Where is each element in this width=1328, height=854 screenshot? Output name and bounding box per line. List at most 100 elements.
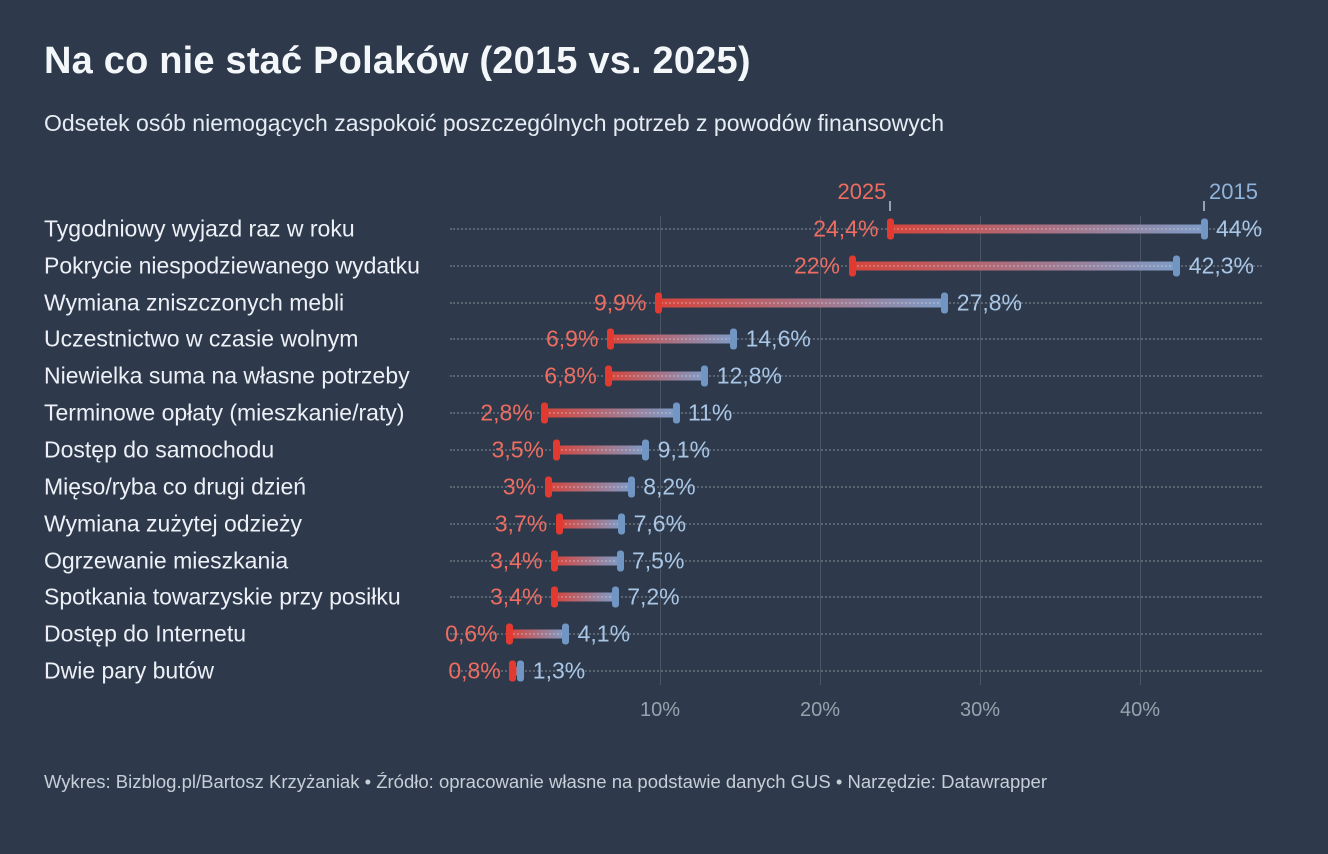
dumbbell-bar [608, 371, 705, 381]
legend-tick-2025 [889, 201, 892, 211]
value-label-2015: 7,2% [627, 583, 680, 610]
bar-cap-2025 [506, 623, 514, 645]
value-label-2025: 2,8% [480, 399, 533, 426]
bar-cap-2015 [1173, 255, 1181, 277]
category-label: Niewielka suma na własne potrzeby [44, 362, 410, 389]
bar-cap-2025 [654, 292, 662, 314]
value-label-2015: 9,1% [657, 436, 711, 463]
bar-cap-2015 [730, 328, 738, 350]
dumbbell-bar [544, 408, 676, 418]
row-guide-dotted-line [450, 412, 1262, 415]
chart-row: Niewielka suma na własne potrzeby 6,8% 12,… [0, 358, 1328, 395]
dumbbell-bar [852, 261, 1177, 271]
bar-cap-2015 [611, 586, 619, 608]
chart-row: Ogrzewanie mieszkania 3,4% 7,5% [0, 542, 1328, 579]
chart-row: Tygodniowy wyjazd raz w roku 24,4% 44% [0, 211, 1328, 248]
dumbbell-bar [890, 224, 1204, 234]
bar-cap-2015 [701, 365, 709, 387]
value-label-2015: 14,6% [745, 325, 811, 352]
legend-label-2015: 2015 [1209, 179, 1258, 204]
value-label-2015: 27,8% [956, 289, 1023, 316]
x-axis-tick-label: 20% [799, 699, 841, 721]
category-label: Mięso/ryba co drugi dzień [44, 473, 307, 500]
dumbbell-chart: 10% 20% 30% 40% 2025 2015 Tygodniowy wyjazd ra… [0, 175, 1328, 735]
x-axis-tick-label: 10% [639, 699, 681, 721]
x-gridline [819, 216, 821, 685]
value-label-2025: 6,9% [545, 325, 599, 352]
bar-cap-2025 [541, 402, 549, 424]
row-guide-dotted-line [450, 522, 1262, 525]
chart-subtitle: Odsetek osób niemogących zaspokoić poszc… [44, 110, 945, 136]
value-label-2015: 7,5% [632, 547, 685, 574]
category-label: Uczestnictwo w czasie wolnym [44, 325, 359, 352]
dumbbell-bar [554, 592, 616, 602]
bar-cap-2025 [544, 476, 552, 498]
chart-row: Dostęp do samochodu 3,5% 9,1% [0, 432, 1328, 469]
bar-cap-2025 [550, 586, 558, 608]
value-label-2025: 3% [502, 473, 536, 500]
x-gridline [979, 216, 981, 685]
bar-cap-2025 [552, 439, 560, 461]
bar-cap-2015 [1200, 218, 1208, 240]
row-guide-dotted-line [450, 485, 1262, 488]
row-guide-dotted-line [450, 301, 1262, 304]
bar-cap-2015 [616, 550, 624, 572]
category-label: Dostęp do samochodu [44, 436, 275, 463]
chart-row: Pokrycie niespodziewanego wydatku 22% 42,3… [0, 247, 1328, 284]
row-guide-dotted-line [450, 338, 1262, 341]
x-axis-tick-label: 30% [959, 699, 1001, 721]
chart-footer: Wykres: Bizblog.pl/Bartosz Krzyżaniak • … [44, 771, 1047, 792]
chart-row: Mięso/ryba co drugi dzień 3% 8,2% [0, 468, 1328, 505]
chart-row: Dwie pary butów 0,8% 1,3% [0, 653, 1328, 690]
dumbbell-bar [556, 445, 646, 455]
bar-cap-2015 [618, 513, 626, 535]
value-label-2015: 8,2% [643, 473, 696, 500]
row-guide-dotted-line [450, 375, 1262, 378]
dumbbell-bar [658, 298, 945, 308]
category-label: Wymiana zniszczonych mebli [44, 289, 345, 316]
category-label: Wymiana zużytej odzieży [44, 510, 302, 537]
category-label: Spotkania towarzyskie przy posiłku [44, 583, 401, 610]
category-label: Ogrzewanie mieszkania [44, 547, 289, 574]
x-gridline [1139, 216, 1141, 685]
row-guide-dotted-line [450, 559, 1262, 562]
bar-cap-2025 [605, 365, 613, 387]
category-label: Dostęp do Internetu [44, 620, 247, 647]
bar-cap-2015 [642, 439, 650, 461]
chart-row: Uczestnictwo w czasie wolnym 6,9% 14,6% [0, 321, 1328, 358]
value-label-2015: 12,8% [716, 362, 783, 389]
value-label-2025: 6,8% [544, 362, 597, 389]
bar-cap-2025 [886, 218, 894, 240]
dumbbell-bar [512, 666, 521, 676]
value-label-2025: 3,4% [489, 583, 543, 610]
bar-cap-2025 [555, 513, 563, 535]
bar-cap-2025 [606, 328, 614, 350]
row-guide-dotted-line [450, 670, 1262, 673]
value-label-2015: 44% [1216, 215, 1263, 242]
bar-cap-2015 [672, 402, 680, 424]
row-guide-dotted-line [450, 596, 1262, 599]
x-gridline [659, 216, 661, 685]
bar-cap-2025 [550, 550, 558, 572]
dumbbell-bar [559, 519, 622, 529]
legend-label-2025: 2025 [837, 179, 887, 204]
category-label: Tygodniowy wyjazd raz w roku [44, 215, 355, 242]
bar-cap-2015 [941, 292, 949, 314]
dumbbell-bar [610, 334, 734, 344]
value-label-2025: 9,9% [593, 289, 647, 316]
value-label-2025: 0,8% [448, 657, 501, 684]
value-label-2015: 4,1% [577, 620, 631, 647]
chart-row: Spotkania towarzyskie przy posiłku 3,4% 7,… [0, 579, 1328, 616]
row-guide-dotted-line [450, 449, 1262, 452]
value-label-2015: 42,3% [1188, 252, 1255, 279]
value-label-2015: 11% [688, 399, 733, 426]
bar-cap-2015 [627, 476, 635, 498]
bar-cap-2015 [517, 660, 525, 682]
value-label-2015: 1,3% [532, 657, 586, 684]
category-label: Terminowe opłaty (mieszkanie/raty) [44, 399, 405, 426]
dumbbell-bar [548, 482, 632, 492]
value-label-2025: 3,7% [494, 510, 548, 537]
chart-title: Na co nie stać Polaków (2015 vs. 2025) [44, 40, 751, 82]
chart-row: Wymiana zużytej odzieży 3,7% 7,6% [0, 505, 1328, 542]
